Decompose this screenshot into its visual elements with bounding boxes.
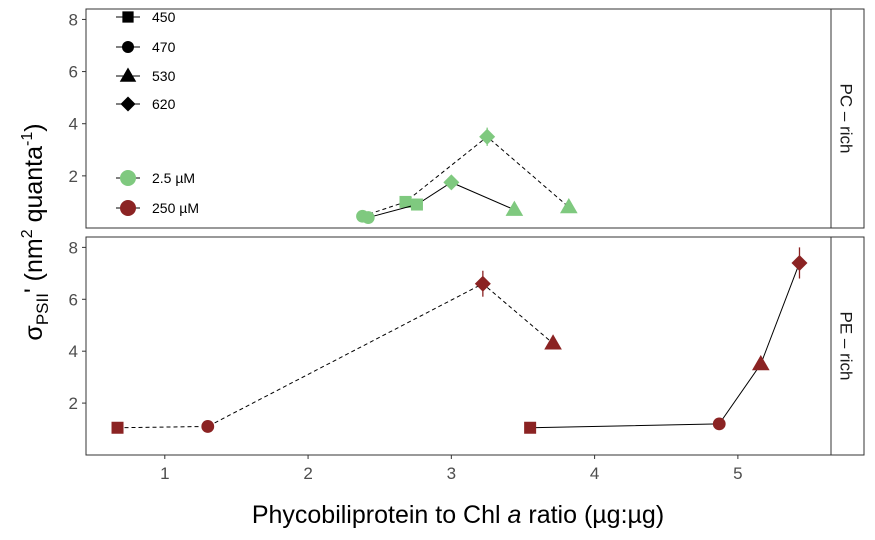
y-tick-label: 8 bbox=[69, 238, 78, 257]
legend-key-color bbox=[120, 170, 136, 186]
data-point bbox=[201, 420, 215, 433]
legend-key-square bbox=[122, 11, 134, 23]
x-tick-label: 4 bbox=[590, 464, 599, 483]
y-tick-label: 6 bbox=[69, 63, 78, 82]
y-tick-label: 4 bbox=[69, 342, 78, 361]
series-line bbox=[368, 181, 515, 219]
legend-key-color bbox=[120, 200, 136, 216]
legend-key-diamond bbox=[120, 96, 136, 112]
x-tick-label: 1 bbox=[160, 464, 169, 483]
data-point bbox=[712, 417, 726, 431]
data-point bbox=[474, 275, 491, 292]
series-line bbox=[362, 136, 570, 217]
panel-1: PC – rich 2 4 6 8 bbox=[69, 8, 865, 229]
x-tick-label: 3 bbox=[447, 464, 456, 483]
data-point bbox=[111, 421, 124, 434]
panel-strip bbox=[830, 236, 865, 456]
data-point bbox=[544, 334, 562, 350]
panel-strip bbox=[830, 8, 865, 229]
data-point bbox=[524, 421, 537, 434]
legend-label: 2.5 µM bbox=[152, 170, 195, 186]
x-tick-label: 5 bbox=[733, 464, 742, 483]
panels: PC – rich 2 4 6 8 PE – rich 2 4 6 8 bbox=[69, 8, 865, 456]
y-tick-label: 2 bbox=[69, 394, 78, 413]
x-tick-label: 2 bbox=[303, 464, 312, 483]
y-tick-label: 6 bbox=[69, 290, 78, 309]
data-point bbox=[791, 254, 808, 271]
legend-key-circle bbox=[122, 41, 134, 53]
data-point bbox=[751, 355, 770, 371]
y-tick-label: 4 bbox=[69, 115, 78, 134]
panel-strip-label: PC – rich bbox=[837, 84, 856, 154]
data-point bbox=[399, 195, 412, 208]
legend-key-triangle bbox=[119, 67, 137, 82]
legend-label: 620 bbox=[152, 96, 176, 112]
legend-label: 250 µM bbox=[152, 200, 199, 216]
x-axis: 1 2 3 4 5 bbox=[160, 455, 743, 483]
legend-label: 450 bbox=[152, 9, 176, 25]
panel-frame bbox=[85, 8, 832, 229]
legend-label: 530 bbox=[152, 68, 176, 84]
y-axis-label: σPSII' (nm2 quanta-1) bbox=[19, 123, 52, 340]
panel-strip-label: PE – rich bbox=[837, 312, 856, 381]
data-point bbox=[560, 198, 578, 214]
data-point bbox=[443, 174, 460, 191]
series-line bbox=[530, 262, 800, 429]
y-tick-label: 2 bbox=[69, 167, 78, 186]
legend-label: 470 bbox=[152, 39, 176, 55]
panel-frame bbox=[85, 236, 832, 456]
panel-2: PE – rich 2 4 6 8 bbox=[69, 236, 865, 456]
data-point bbox=[361, 211, 375, 224]
y-tick-label: 8 bbox=[69, 10, 78, 29]
legend: 450 470 530 620 2.5 µM 250 µM bbox=[116, 9, 199, 216]
data-point bbox=[479, 128, 496, 145]
x-axis-label: Phycobiliprotein to Chl a ratio (µg:µg) bbox=[252, 501, 664, 529]
data-point bbox=[410, 198, 423, 211]
series-line bbox=[117, 283, 554, 429]
data-point bbox=[505, 200, 524, 216]
